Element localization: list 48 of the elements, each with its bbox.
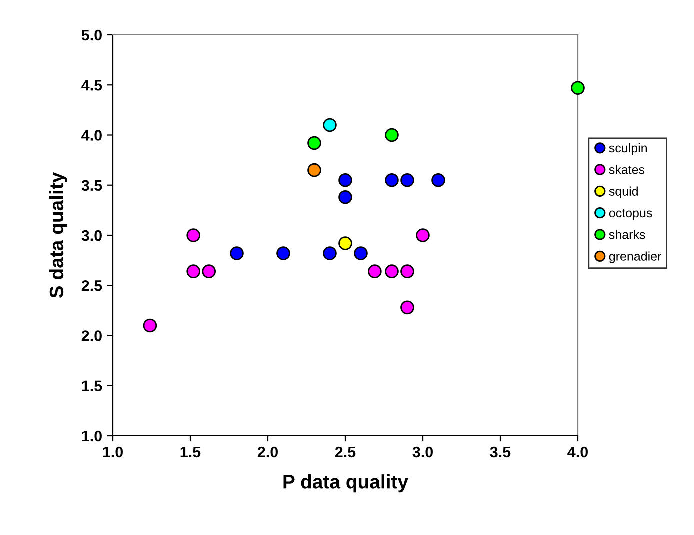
point [323,246,337,260]
legend-label: sculpin [609,143,647,156]
point [230,246,244,260]
x-tick-label: 1.0 [103,446,123,458]
point [186,264,201,278]
point [400,173,414,188]
x-tick-label: 3.5 [490,446,511,458]
y-tick-label: 2.0 [82,330,102,342]
point [323,118,337,132]
y-tick-label: 5.0 [82,30,102,41]
legend-label: skates [609,165,645,174]
point [202,264,216,278]
x-tick-label: 2.5 [335,446,356,458]
x-tick-label: 3.0 [412,446,433,458]
y-tick-label: 4.0 [82,130,102,141]
y-tick-label: 3.5 [82,180,102,192]
point [276,246,290,260]
point [338,173,352,188]
point [432,173,446,188]
point [385,264,399,278]
legend-label: squid [609,186,638,198]
x-tick-label: 1.5 [180,446,201,458]
point [354,246,368,260]
point [385,173,399,188]
y-tick-label: 4.5 [82,80,102,91]
point [186,228,201,242]
y-axis-title: S data quality [49,172,68,298]
x-tick-label: 2.0 [258,446,278,458]
point [385,128,399,142]
point [400,264,414,278]
x-axis-title: P data quality [284,474,408,493]
legend-label: sharks [609,230,646,240]
point [338,190,352,204]
point [400,300,414,315]
point [368,264,382,278]
point [143,318,158,333]
y-tick-label: 3.0 [82,230,102,242]
point [571,81,585,96]
y-tick-label: 2.5 [82,280,102,292]
point [308,163,322,178]
legend-label: octopus [609,209,652,220]
y-tick-label: 1.5 [82,380,102,392]
point [416,228,430,242]
legend-label: grenadier [609,252,662,264]
point [308,136,322,150]
x-tick-label: 4.0 [568,446,588,458]
y-tick-label: 1.0 [82,430,102,442]
point [338,236,352,250]
